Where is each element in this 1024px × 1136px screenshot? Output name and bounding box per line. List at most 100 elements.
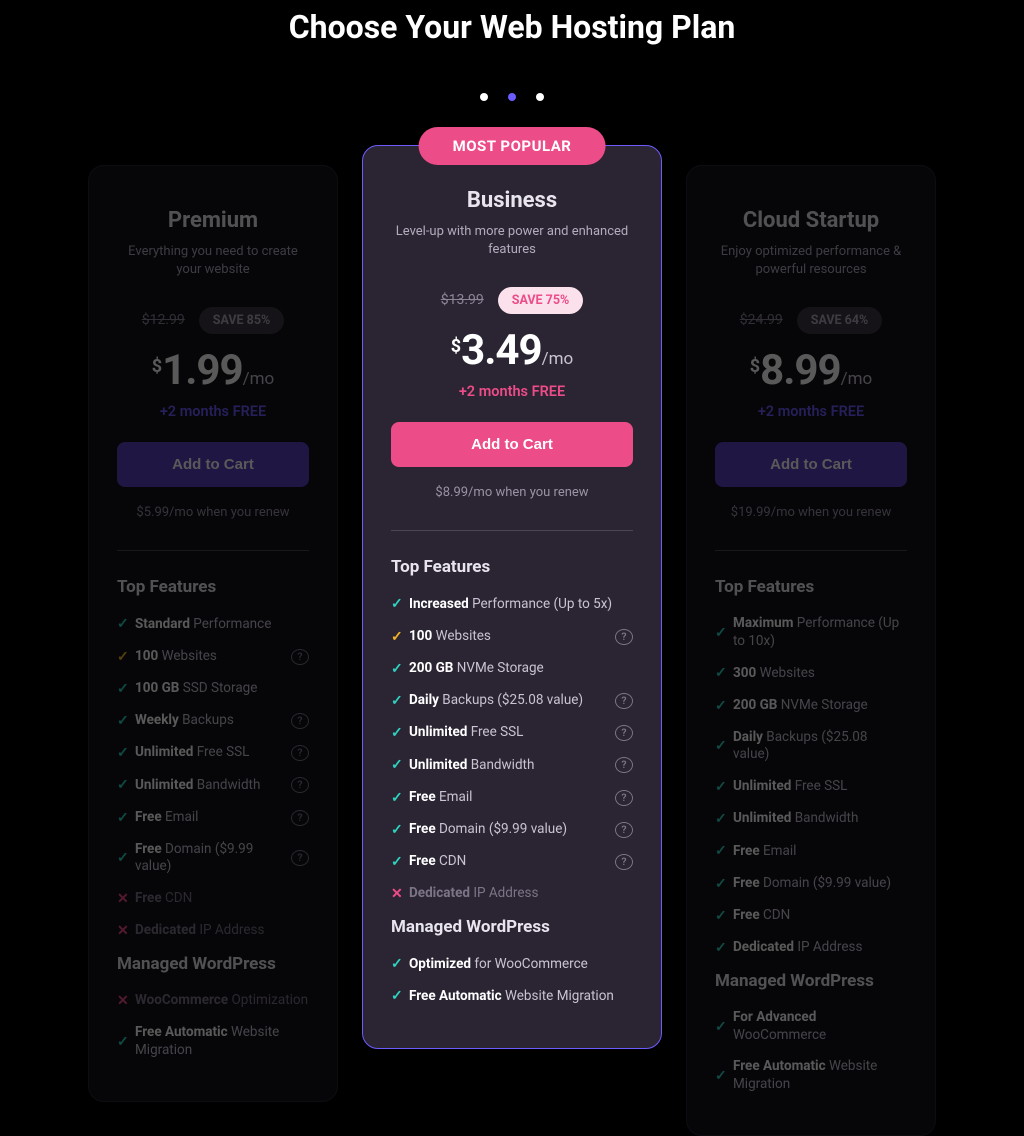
- info-icon[interactable]: ?: [615, 693, 633, 709]
- renew-note: $5.99/mo when you renew: [117, 505, 309, 520]
- warn-icon: ✓: [117, 648, 135, 666]
- price-period: /mo: [243, 369, 275, 389]
- check-icon: ✓: [715, 697, 733, 715]
- info-icon[interactable]: ?: [615, 725, 633, 741]
- feature-text: WooCommerce Optimization: [135, 992, 309, 1010]
- bonus-text: +2 months FREE: [117, 403, 309, 420]
- divider: [391, 530, 633, 531]
- save-pill: SAVE 75%: [498, 287, 584, 314]
- info-icon[interactable]: ?: [615, 854, 633, 870]
- plan-tagline: Everything you need to create your websi…: [117, 243, 309, 279]
- plan-name: Cloud Startup: [715, 208, 907, 233]
- info-icon[interactable]: ?: [291, 777, 309, 793]
- feature-item: ✓100 GB SSD Storage: [117, 680, 309, 698]
- feature-item: ✓Free Email: [715, 842, 907, 860]
- renew-note: $19.99/mo when you renew: [715, 505, 907, 520]
- info-icon[interactable]: ?: [291, 745, 309, 761]
- feature-item: ✓Increased Performance (Up to 5x): [391, 595, 633, 613]
- feature-text: Unlimited Bandwidth: [733, 810, 907, 828]
- check-icon: ✓: [715, 875, 733, 893]
- currency-symbol: $: [451, 336, 461, 357]
- info-icon[interactable]: ?: [615, 629, 633, 645]
- managed-wp-heading: Managed WordPress: [715, 971, 907, 991]
- feature-item: ✓Daily Backups ($25.08 value)?: [391, 692, 633, 710]
- feature-text: Free Email: [135, 809, 291, 827]
- carousel-dot[interactable]: [480, 93, 488, 101]
- add-to-cart-button[interactable]: Add to Cart: [715, 442, 907, 487]
- feature-item: ✓Unlimited Free SSL: [715, 778, 907, 796]
- info-icon[interactable]: ?: [291, 713, 309, 729]
- feature-item: ✓Daily Backups ($25.08 value): [715, 729, 907, 764]
- carousel-dot[interactable]: [536, 93, 544, 101]
- feature-item: ✕Free CDN: [117, 890, 309, 908]
- info-icon[interactable]: ?: [291, 810, 309, 826]
- info-icon[interactable]: ?: [615, 757, 633, 773]
- feature-list: ✓Standard Performance✓100 Websites?✓100 …: [117, 615, 309, 940]
- plan-card-business[interactable]: MOST POPULAR Business Level-up with more…: [362, 145, 662, 1049]
- feature-text: Daily Backups ($25.08 value): [409, 692, 615, 710]
- price: $8.99/mo: [715, 346, 907, 395]
- feature-item: ✕Dedicated IP Address: [117, 922, 309, 940]
- feature-text: Free Domain ($9.99 value): [733, 875, 907, 893]
- price-row: $12.99 SAVE 85%: [117, 307, 309, 334]
- feature-text: Unlimited Free SSL: [409, 724, 615, 742]
- feature-item: ✓Free Domain ($9.99 value)?: [391, 821, 633, 839]
- feature-text: 100 Websites: [409, 628, 615, 646]
- divider: [117, 550, 309, 551]
- check-icon: ✓: [715, 939, 733, 957]
- info-icon[interactable]: ?: [291, 850, 309, 866]
- currency-symbol: $: [750, 356, 760, 377]
- price-amount: 3.49: [461, 326, 541, 375]
- info-icon[interactable]: ?: [291, 649, 309, 665]
- managed-wp-heading: Managed WordPress: [117, 954, 309, 974]
- pricing-cards: Premium Everything you need to create yo…: [0, 145, 1024, 1136]
- feature-item: ✓Weekly Backups?: [117, 712, 309, 730]
- check-icon: ✓: [715, 664, 733, 682]
- add-to-cart-button[interactable]: Add to Cart: [117, 442, 309, 487]
- currency-symbol: $: [152, 356, 162, 377]
- feature-item: ✓Unlimited Free SSL?: [391, 724, 633, 742]
- add-to-cart-button[interactable]: Add to Cart: [391, 422, 633, 467]
- old-price: $12.99: [142, 312, 185, 328]
- check-icon: ✓: [715, 1067, 733, 1085]
- plan-card-cloud[interactable]: Cloud Startup Enjoy optimized performanc…: [686, 165, 936, 1136]
- info-icon[interactable]: ?: [615, 822, 633, 838]
- feature-item: ✓For Advanced WooCommerce: [715, 1009, 907, 1044]
- plan-card-premium[interactable]: Premium Everything you need to create yo…: [88, 165, 338, 1102]
- check-icon: ✓: [715, 737, 733, 755]
- top-features-heading: Top Features: [391, 557, 633, 577]
- check-icon: ✓: [715, 1018, 733, 1036]
- feature-item: ✓Free Domain ($9.99 value)?: [117, 841, 309, 876]
- check-icon: ✓: [391, 595, 409, 613]
- feature-text: Free Automatic Website Migration: [409, 988, 633, 1006]
- feature-text: Free CDN: [409, 853, 615, 871]
- x-icon: ✕: [117, 922, 135, 940]
- save-pill: SAVE 64%: [797, 307, 883, 334]
- check-icon: ✓: [117, 744, 135, 762]
- feature-item: ✓Optimized for WooCommerce: [391, 955, 633, 973]
- check-icon: ✓: [391, 692, 409, 710]
- check-icon: ✓: [391, 724, 409, 742]
- feature-text: Free CDN: [135, 890, 309, 908]
- feature-item: ✓Free Domain ($9.99 value): [715, 875, 907, 893]
- top-features-heading: Top Features: [117, 577, 309, 597]
- feature-text: Unlimited Free SSL: [135, 744, 291, 762]
- check-icon: ✓: [391, 955, 409, 973]
- carousel-dot[interactable]: [508, 93, 516, 101]
- feature-text: Daily Backups ($25.08 value): [733, 729, 907, 764]
- feature-text: 300 Websites: [733, 665, 907, 683]
- price: $3.49/mo: [391, 326, 633, 375]
- price-amount: 8.99: [760, 346, 840, 395]
- check-icon: ✓: [117, 809, 135, 827]
- price-amount: 1.99: [162, 346, 242, 395]
- feature-text: Unlimited Bandwidth: [135, 777, 291, 795]
- feature-item: ✓200 GB NVMe Storage: [391, 660, 633, 678]
- feature-list: ✓Increased Performance (Up to 5x)✓100 We…: [391, 595, 633, 903]
- feature-item: ✓Free Automatic Website Migration: [715, 1058, 907, 1093]
- price: $1.99/mo: [117, 346, 309, 395]
- check-icon: ✓: [391, 660, 409, 678]
- wp-feature-list: ✓For Advanced WooCommerce ✓Free Automatic…: [715, 1009, 907, 1093]
- info-icon[interactable]: ?: [615, 790, 633, 806]
- check-icon: ✓: [117, 712, 135, 730]
- carousel-dots: [0, 86, 1024, 105]
